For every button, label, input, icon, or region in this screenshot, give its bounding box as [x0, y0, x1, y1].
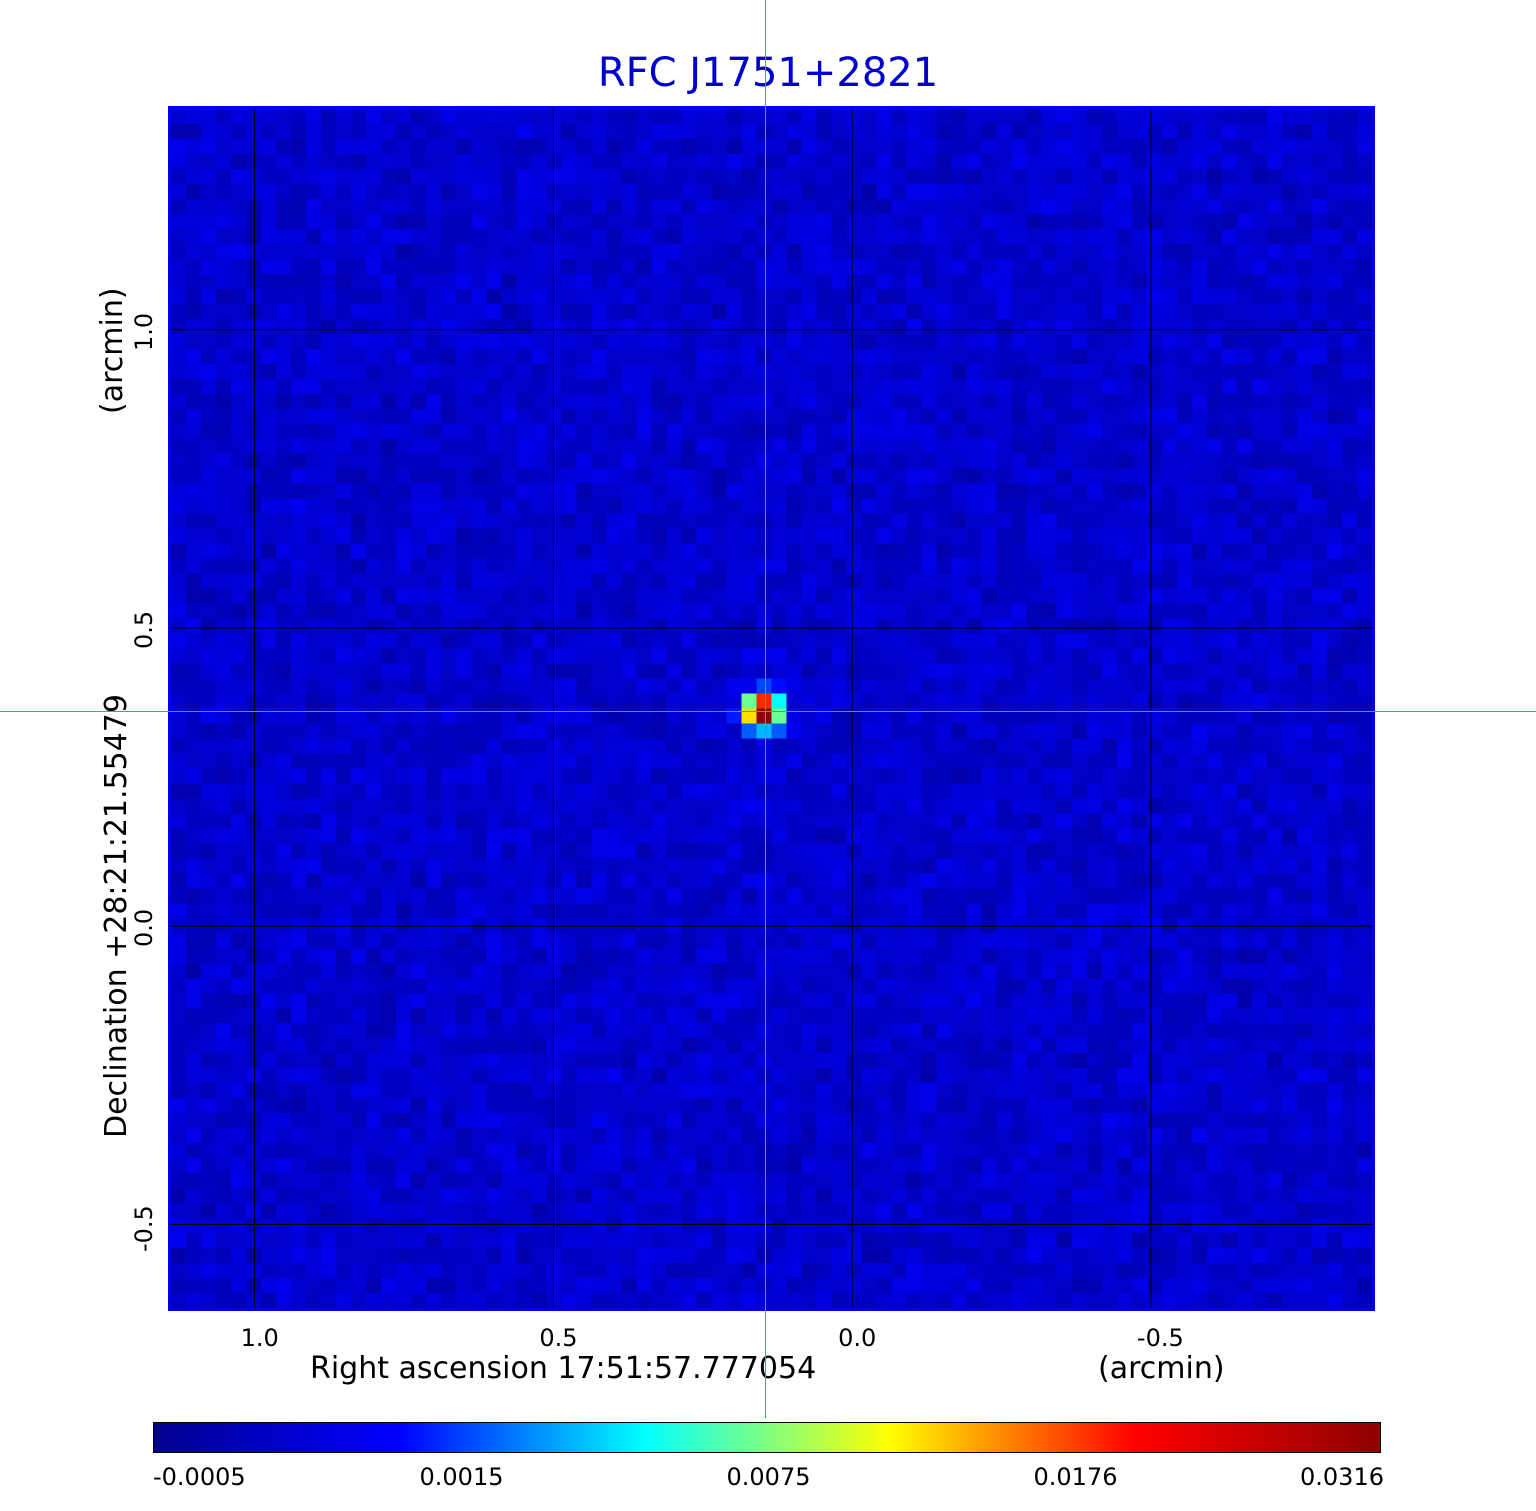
- x-axis-unit: (arcmin): [1098, 1351, 1225, 1386]
- x-tick-label: 1.0: [240, 1324, 279, 1352]
- colorbar-tick-label: 0.0316: [1300, 1463, 1384, 1491]
- y-tick-label: 0.5: [130, 610, 158, 649]
- colorbar-tick-label: 0.0176: [1033, 1463, 1118, 1491]
- colorbar-tick-label: 0.0015: [419, 1463, 504, 1491]
- colorbar: [153, 1422, 1381, 1453]
- y-axis-label: Declination +28:21:21.55479: [99, 694, 134, 1138]
- plot-area[interactable]: [168, 106, 1375, 1311]
- colorbar-tick-label: 0.0075: [726, 1463, 811, 1491]
- y-tick-label: -0.5: [130, 1205, 158, 1253]
- colorbar-tick-label: -0.0005: [153, 1463, 246, 1491]
- y-tick-label: 0.0: [130, 909, 158, 948]
- x-axis-label: Right ascension 17:51:57.777054: [310, 1351, 817, 1386]
- y-tick-label: 1.0: [130, 312, 158, 351]
- intensity-map: [171, 109, 1372, 1308]
- y-axis-unit: (arcmin): [95, 287, 130, 414]
- chart-title: RFC J1751+2821: [597, 50, 939, 96]
- grid-lines: [171, 109, 1372, 1308]
- x-tick-label: 0.5: [539, 1324, 578, 1352]
- x-tick-label: -0.5: [1136, 1324, 1184, 1352]
- x-tick-label: 0.0: [838, 1324, 877, 1352]
